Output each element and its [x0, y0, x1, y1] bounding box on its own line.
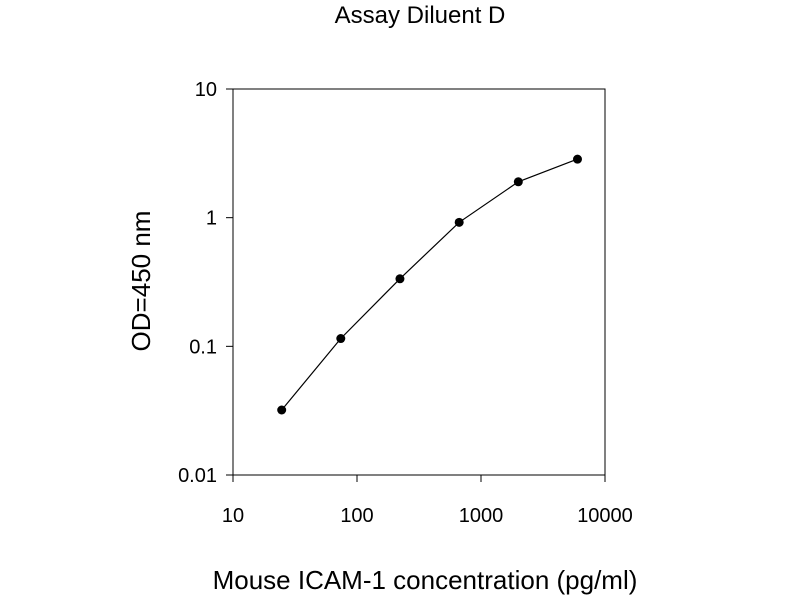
data-point: [395, 274, 405, 284]
y-tick-label: 1: [206, 208, 217, 230]
y-axis-label: OD=450 nm: [126, 210, 156, 352]
data-point: [454, 217, 464, 227]
data-point: [277, 405, 287, 415]
y-axis: 0.01 0.1 1 10: [178, 79, 233, 487]
series-line: [281, 158, 578, 411]
x-axis-label: Mouse ICAM-1 concentration (pg/ml): [212, 565, 638, 595]
plot-frame: [232, 88, 606, 476]
x-axis: 10 100 1000 10000: [222, 475, 633, 527]
data-point: [513, 177, 523, 187]
data-point: [336, 334, 346, 344]
chart-title: Assay Diluent D: [334, 2, 506, 29]
series-group: [277, 154, 582, 415]
x-tick-label: 1000: [459, 505, 504, 527]
y-tick-label: 0.1: [189, 336, 217, 358]
x-tick-label: 100: [340, 505, 373, 527]
x-tick-label: 10000: [577, 505, 633, 527]
y-tick-label: 10: [195, 79, 217, 101]
x-tick-label: 10: [222, 505, 244, 527]
data-point: [572, 154, 582, 164]
y-tick-label: 0.01: [178, 465, 217, 487]
